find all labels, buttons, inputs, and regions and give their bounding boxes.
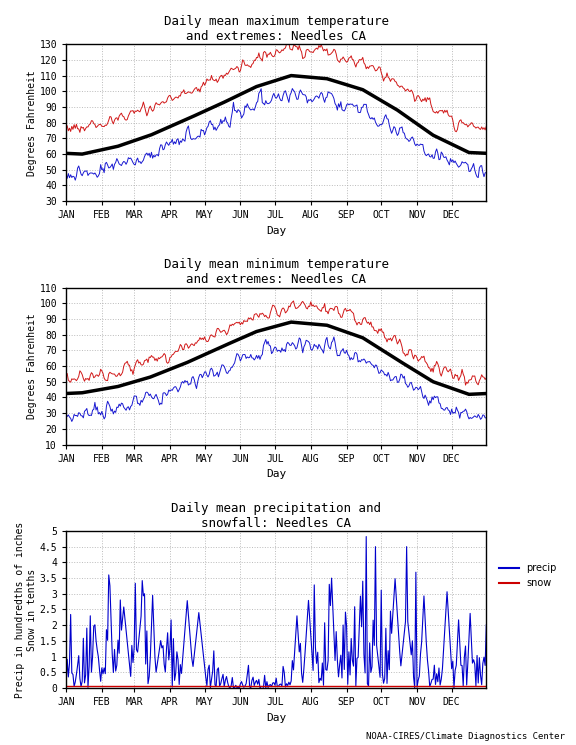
Y-axis label: Degrees Fahrenheit: Degrees Fahrenheit — [26, 70, 37, 176]
Text: NOAA-CIRES/Climate Diagnostics Center: NOAA-CIRES/Climate Diagnostics Center — [366, 732, 564, 741]
Title: Daily mean maximum temperature
and extremes: Needles CA: Daily mean maximum temperature and extre… — [164, 15, 389, 43]
X-axis label: Day: Day — [266, 712, 286, 723]
Legend: precip, snow: precip, snow — [495, 559, 561, 592]
X-axis label: Day: Day — [266, 469, 286, 479]
X-axis label: Day: Day — [266, 226, 286, 235]
Y-axis label: Degrees Fahrenheit: Degrees Fahrenheit — [26, 313, 37, 419]
Title: Daily mean precipitation and
snowfall: Needles CA: Daily mean precipitation and snowfall: N… — [171, 502, 381, 530]
Title: Daily mean minimum temperature
and extremes: Needles CA: Daily mean minimum temperature and extre… — [164, 259, 389, 286]
Y-axis label: Precip in hundredths of inches
Snow in tenths: Precip in hundredths of inches Snow in t… — [15, 522, 37, 697]
